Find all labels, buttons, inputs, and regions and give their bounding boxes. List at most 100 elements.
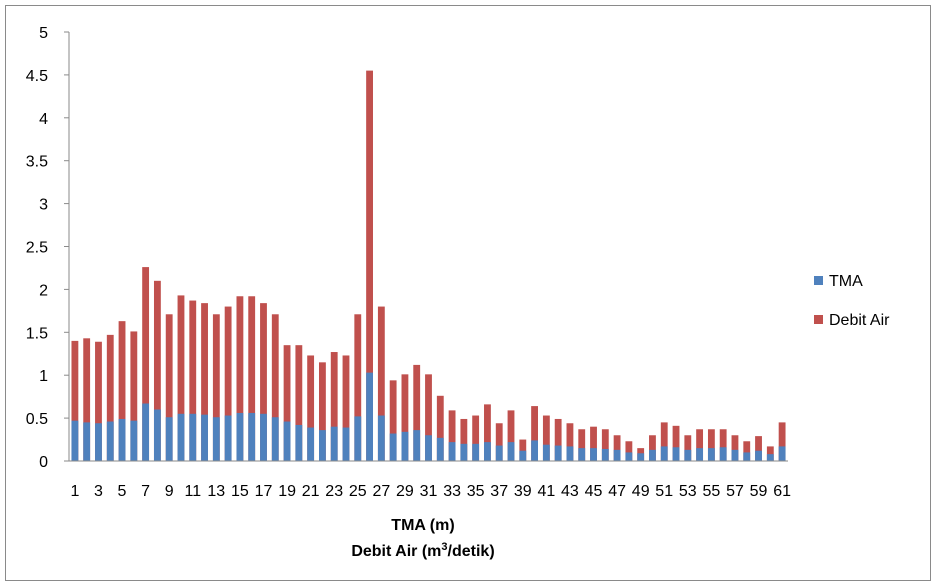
bar-debit-air-61 — [778, 422, 786, 461]
bar-debit-air-39 — [519, 439, 527, 461]
x-tick-label: 49 — [632, 483, 650, 500]
bar-debit-air-16 — [248, 296, 256, 461]
bar-debit-air-20 — [295, 345, 303, 461]
bar-debit-air-8 — [153, 280, 161, 461]
bar-tma-58 — [743, 452, 751, 461]
y-tick-label: 3 — [39, 197, 48, 214]
bar-debit-air-22 — [319, 362, 326, 461]
x-tick-label: 21 — [302, 483, 320, 500]
bar-debit-air-30 — [413, 364, 421, 461]
bar-debit-air-11 — [189, 300, 197, 461]
bar-tma-32 — [436, 437, 444, 461]
x-tick-label: 31 — [420, 483, 438, 500]
axes-group — [64, 31, 788, 462]
bar-debit-air-54 — [696, 429, 704, 461]
x-tick-label: 1 — [70, 483, 79, 500]
bar-tma-10 — [177, 413, 185, 461]
bar-tma-45 — [590, 448, 597, 461]
bar-tma-61 — [778, 446, 786, 461]
x-tick-label: 23 — [325, 483, 343, 500]
x-tick-label: 13 — [207, 483, 225, 500]
bar-debit-air-27 — [377, 306, 385, 461]
y-tick-label: 0.5 — [26, 411, 48, 428]
y-tick-label: 1 — [39, 368, 48, 385]
x-tick-label: 9 — [165, 483, 174, 500]
bar-debit-air-21 — [307, 355, 315, 461]
bar-debit-air-7 — [142, 267, 150, 461]
bar-debit-air-24 — [342, 355, 350, 461]
bar-debit-air-47 — [613, 435, 621, 461]
bar-tma-9 — [165, 417, 173, 461]
bar-tma-4 — [106, 421, 114, 461]
x-tick-label: 37 — [490, 483, 508, 500]
bar-tma-6 — [130, 420, 138, 461]
x-tick-label: 61 — [773, 483, 791, 500]
bar-debit-air-46 — [601, 429, 609, 461]
x-tick-label: 45 — [585, 483, 603, 500]
bar-debit-air-19 — [283, 345, 291, 461]
legend-label-tma: TMA — [829, 273, 863, 290]
bar-tma-18 — [271, 417, 279, 461]
bar-debit-air-51 — [660, 422, 668, 461]
bar-debit-air-9 — [165, 314, 173, 461]
x-tick-label: 5 — [118, 483, 127, 500]
bar-tma-43 — [566, 446, 574, 461]
bar-debit-air-10 — [177, 295, 185, 461]
x-tick-label: 43 — [561, 483, 579, 500]
bar-debit-air-45 — [590, 426, 597, 461]
y-tick-label: 4.5 — [26, 68, 48, 85]
bar-tma-7 — [142, 403, 150, 461]
bar-debit-air-56 — [719, 429, 727, 461]
x-tick-label: 39 — [514, 483, 532, 500]
bar-tma-26 — [366, 372, 373, 461]
bar-debit-air-4 — [106, 334, 114, 461]
bar-tma-33 — [448, 442, 456, 461]
bar-debit-air-23 — [330, 352, 338, 461]
bar-tma-21 — [307, 427, 315, 461]
bar-tma-15 — [236, 412, 244, 461]
bar-debit-air-38 — [507, 410, 515, 461]
bar-tma-46 — [601, 448, 609, 461]
bar-debit-air-25 — [354, 314, 362, 461]
bar-tma-29 — [401, 431, 409, 461]
bar-debit-air-15 — [236, 296, 244, 461]
bar-debit-air-1 — [71, 340, 79, 461]
bar-debit-air-41 — [542, 415, 550, 461]
bar-tma-57 — [731, 449, 739, 461]
bar-debit-air-50 — [649, 435, 656, 461]
x-axis-title-line1: TMA (m) — [391, 517, 454, 534]
bar-tma-35 — [472, 443, 480, 461]
bar-tma-22 — [319, 430, 326, 461]
x-tick-label: 33 — [443, 483, 461, 500]
bar-tma-3 — [95, 423, 102, 461]
tick-labels-group: 00.511.522.533.544.551 3 5 7 9 11 13 15 17 19 21 23… — [26, 25, 791, 500]
x-tick-label: 7 — [141, 483, 150, 500]
bar-tma-59 — [755, 450, 762, 461]
bar-tma-37 — [495, 445, 503, 461]
bar-debit-air-12 — [201, 303, 208, 461]
x-tick-label: 57 — [726, 483, 744, 500]
bar-tma-48 — [625, 452, 633, 461]
legend-label-debit-air: Debit Air — [829, 312, 890, 329]
y-tick-label: 3.5 — [26, 154, 48, 171]
bar-debit-air-29 — [401, 374, 409, 461]
x-tick-label: 29 — [396, 483, 414, 500]
bar-tma-47 — [613, 449, 621, 461]
y-tick-label: 5 — [39, 25, 48, 42]
bar-tma-34 — [460, 443, 468, 461]
bar-debit-air-35 — [472, 415, 480, 461]
bar-tma-55 — [707, 448, 715, 461]
bar-debit-air-2 — [83, 338, 91, 461]
bar-debit-air-48 — [625, 441, 633, 461]
y-tick-label: 2.5 — [26, 240, 48, 257]
bar-debit-air-26 — [366, 70, 373, 462]
bar-tma-56 — [719, 447, 727, 461]
bar-tma-28 — [389, 433, 397, 461]
bar-debit-air-28 — [389, 380, 397, 461]
bar-debit-air-31 — [425, 374, 432, 461]
bar-debit-air-44 — [578, 429, 586, 461]
x-tick-label: 41 — [538, 483, 556, 500]
bar-tma-2 — [83, 422, 91, 461]
bar-tma-49 — [637, 453, 645, 461]
legend-swatch-tma — [814, 276, 823, 285]
